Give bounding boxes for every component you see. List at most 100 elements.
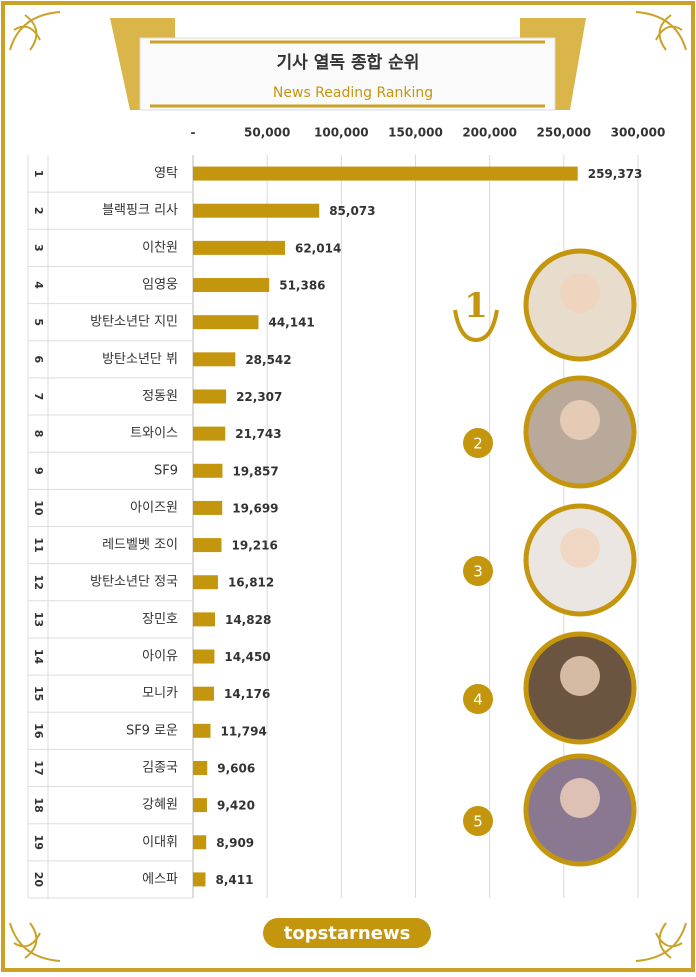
bar <box>193 166 578 181</box>
rank-badge-bg <box>463 806 493 836</box>
bar <box>193 538 222 553</box>
bar <box>193 835 207 850</box>
bar <box>193 203 320 218</box>
corner-ornaments <box>9 11 687 962</box>
bar <box>193 612 215 627</box>
rank-badge-bg <box>463 428 493 458</box>
photo-head <box>560 400 600 440</box>
x-tick-label: 150,000 <box>388 126 443 140</box>
y-tick-label: 아이유 <box>142 649 178 664</box>
chart-subtitle: News Reading Ranking <box>273 85 433 101</box>
y-tick-label: 방탄소년단 지민 <box>90 315 178 330</box>
photo-head <box>560 778 600 818</box>
logo-bg <box>263 918 431 948</box>
rank-badge: 4 <box>473 691 483 709</box>
y-tick-label: 이대휘 <box>142 835 178 850</box>
value-label: 85,073 <box>329 204 375 218</box>
laurel <box>453 309 499 342</box>
y-tick-label: 영탁 <box>154 166 178 181</box>
rank-label: 20 <box>32 872 45 888</box>
bar <box>193 872 206 887</box>
rank-label: 10 <box>32 500 45 516</box>
photo-head <box>560 273 600 313</box>
photo-head <box>560 656 600 696</box>
y-tick-label: 이찬원 <box>142 240 178 255</box>
rank-label: 7 <box>32 393 45 401</box>
title-banner <box>139 37 556 111</box>
x-tick-label: 250,000 <box>537 126 592 140</box>
rank-badge: 1 <box>464 286 488 326</box>
x-tick-label: 50,000 <box>244 126 290 140</box>
value-label: 14,828 <box>225 613 271 627</box>
value-label: 8,909 <box>216 836 254 850</box>
rank-label: 8 <box>32 430 45 438</box>
rank-badge-bg <box>463 684 493 714</box>
bar <box>193 278 270 293</box>
value-label: 8,411 <box>215 873 253 887</box>
rank-label: 16 <box>32 723 45 739</box>
value-label: 19,699 <box>232 501 278 515</box>
y-tick-label: 장민호 <box>142 612 178 627</box>
y-tick-label: 강혜원 <box>142 798 178 813</box>
bar <box>193 575 218 590</box>
rank-label: 12 <box>32 575 45 590</box>
value-label: 11,794 <box>220 724 266 738</box>
rank-badge-bg <box>463 556 493 586</box>
value-label: 62,014 <box>295 241 341 255</box>
bar <box>193 686 215 701</box>
value-label: 22,307 <box>236 390 282 404</box>
rank-label: 14 <box>32 649 45 665</box>
rank-label: 6 <box>32 355 45 363</box>
rank-label: 18 <box>32 797 45 812</box>
value-label: 16,812 <box>228 576 274 590</box>
value-label: 9,606 <box>217 761 255 775</box>
rank-badge: 5 <box>473 813 483 831</box>
rank-label: 5 <box>32 318 45 326</box>
rank-label: 1 <box>32 170 45 178</box>
y-tick-label: 모니카 <box>142 686 178 701</box>
bar <box>193 500 223 515</box>
value-label: 21,743 <box>235 427 281 441</box>
value-label: 14,176 <box>224 687 270 701</box>
x-tick-label: - <box>191 126 196 140</box>
y-tick-label: 방탄소년단 정국 <box>90 575 178 590</box>
y-tick-label: 에스파 <box>142 872 178 887</box>
y-tick-label: 블랙핑크 리사 <box>102 203 178 218</box>
bar <box>193 426 226 441</box>
chart-title: 기사 열독 종합 순위 <box>277 52 420 73</box>
value-label: 28,542 <box>245 353 291 367</box>
photo-head <box>560 528 600 568</box>
value-label: 51,386 <box>279 279 325 293</box>
y-tick-label: 방탄소년단 뷔 <box>102 352 178 367</box>
value-label: 259,373 <box>588 167 643 181</box>
value-label: 14,450 <box>224 650 270 664</box>
bar <box>193 723 211 738</box>
logo: topstarnews <box>284 923 411 944</box>
y-tick-label: SF9 로운 <box>126 723 178 738</box>
rank-label: 2 <box>32 207 45 215</box>
rank-badge: 3 <box>473 563 483 581</box>
bar <box>193 315 259 330</box>
value-label: 19,857 <box>232 464 278 478</box>
value-label: 19,216 <box>232 539 278 553</box>
bar <box>193 760 208 775</box>
y-tick-label: 임영웅 <box>142 278 178 293</box>
rank-label: 13 <box>32 612 45 627</box>
x-tick-label: 100,000 <box>314 126 369 140</box>
rank-badge: 2 <box>473 435 483 453</box>
rank-label: 4 <box>32 281 45 289</box>
y-tick-label: 김종국 <box>142 760 178 775</box>
value-label: 44,141 <box>268 316 314 330</box>
x-tick-label: 300,000 <box>611 126 666 140</box>
bar <box>193 240 285 255</box>
rank-label: 15 <box>32 686 45 701</box>
bar <box>193 798 207 813</box>
bar <box>193 649 215 664</box>
value-label: 9,420 <box>217 799 255 813</box>
x-tick-label: 200,000 <box>462 126 517 140</box>
y-tick-label: 아이즈원 <box>130 500 178 515</box>
rank-label: 3 <box>32 244 45 252</box>
y-tick-label: SF9 <box>154 463 178 478</box>
y-tick-label: 레드벨벳 조이 <box>102 538 178 553</box>
